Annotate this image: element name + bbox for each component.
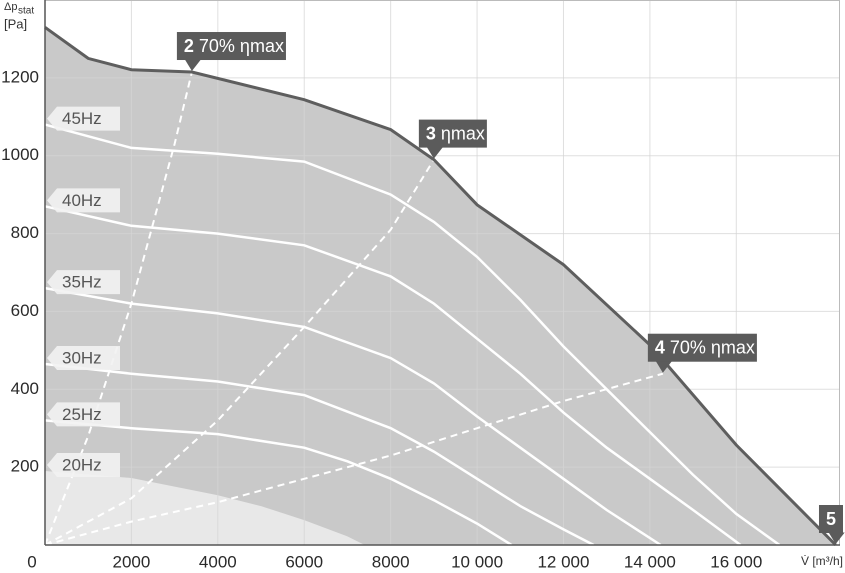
annotation-pointer (655, 361, 672, 373)
efficiency-line (44, 159, 435, 546)
speed-tag-box (47, 402, 120, 427)
speed-tag-box (47, 345, 120, 370)
y-label: Δp (4, 1, 17, 13)
annotation-pointer (426, 147, 443, 159)
speed-label: 40Hz (62, 191, 102, 210)
annotation-box (176, 32, 286, 61)
speed-label: 20Hz (62, 456, 102, 475)
x-tick-label: 6000 (285, 552, 323, 571)
speed-curve (44, 123, 781, 547)
annotation-pointer (828, 532, 845, 544)
speed-label: 30Hz (62, 348, 102, 367)
speed-tag-box (47, 270, 120, 295)
speed-tag: 30Hz (47, 345, 120, 370)
y-tick-label: 1000 (1, 145, 39, 164)
speed-tag: 40Hz (47, 188, 120, 213)
speed-curve (44, 286, 662, 547)
x-label: V̇ [m³/h] (801, 554, 843, 568)
speed-tag: 25Hz (47, 402, 120, 427)
x-tick-label: 0 (27, 552, 36, 571)
speed-tag-box (47, 106, 120, 131)
annotation-text: 2 70% ηmax (184, 36, 284, 56)
annotation-number: 4 (655, 337, 665, 357)
speed-label: 35Hz (62, 273, 102, 292)
x-tick-label: 8000 (372, 552, 410, 571)
y-tick-label: 400 (11, 379, 39, 398)
speed-tag: 45Hz (47, 106, 120, 131)
annotation-text: 5 (826, 509, 836, 529)
y-tick-label: 600 (11, 301, 39, 320)
annotation-pointer (184, 59, 201, 72)
x-tick-label: 4000 (199, 552, 237, 571)
annotation-box (818, 505, 843, 533)
speed-tag-box (47, 188, 120, 213)
annotation-number: 5 (826, 509, 836, 529)
annotation-box (647, 333, 757, 362)
annotation-box (418, 119, 487, 148)
x-tick-label: 10 000 (451, 552, 503, 571)
annotation: 2 70% ηmax (176, 32, 286, 72)
speed-curve (44, 419, 513, 547)
speed-tag: 20Hz (47, 453, 120, 478)
speed-tag-box (47, 453, 120, 478)
speed-label: 25Hz (62, 405, 102, 424)
annotation-label: 70% ηmax (199, 36, 284, 56)
y-tick-label: 1200 (1, 67, 39, 86)
annotation-label: 70% ηmax (670, 337, 755, 357)
efficiency-line (44, 372, 664, 546)
y-label-sub: stat (18, 6, 34, 17)
speed-area (45, 471, 365, 545)
annotation: 3 ηmax (418, 119, 487, 159)
annotation: 4 70% ηmax (647, 333, 757, 373)
y-label-unit: [Pa] (4, 16, 27, 31)
annotation-number: 3 (426, 123, 436, 143)
y-tick-label: 800 (11, 223, 39, 242)
annotation-text: 4 70% ηmax (655, 337, 755, 357)
speed-tag: 35Hz (47, 270, 120, 295)
annotation: 5 (818, 505, 845, 544)
annotation-number: 2 (184, 36, 194, 56)
annotation-label: ηmax (441, 123, 485, 143)
annotation-text: 3 ηmax (426, 123, 485, 143)
speed-label: 45Hz (62, 109, 102, 128)
x-tick-label: 14 000 (624, 552, 676, 571)
x-tick-label: 16 000 (710, 552, 762, 571)
x-tick-label: 2000 (112, 552, 150, 571)
y-axis-label: Δp stat [Pa] (4, 1, 34, 32)
x-tick-label: 12 000 (537, 552, 589, 571)
y-tick-label: 200 (11, 457, 39, 476)
speed-curve (44, 362, 595, 547)
speed-curve (44, 205, 742, 547)
